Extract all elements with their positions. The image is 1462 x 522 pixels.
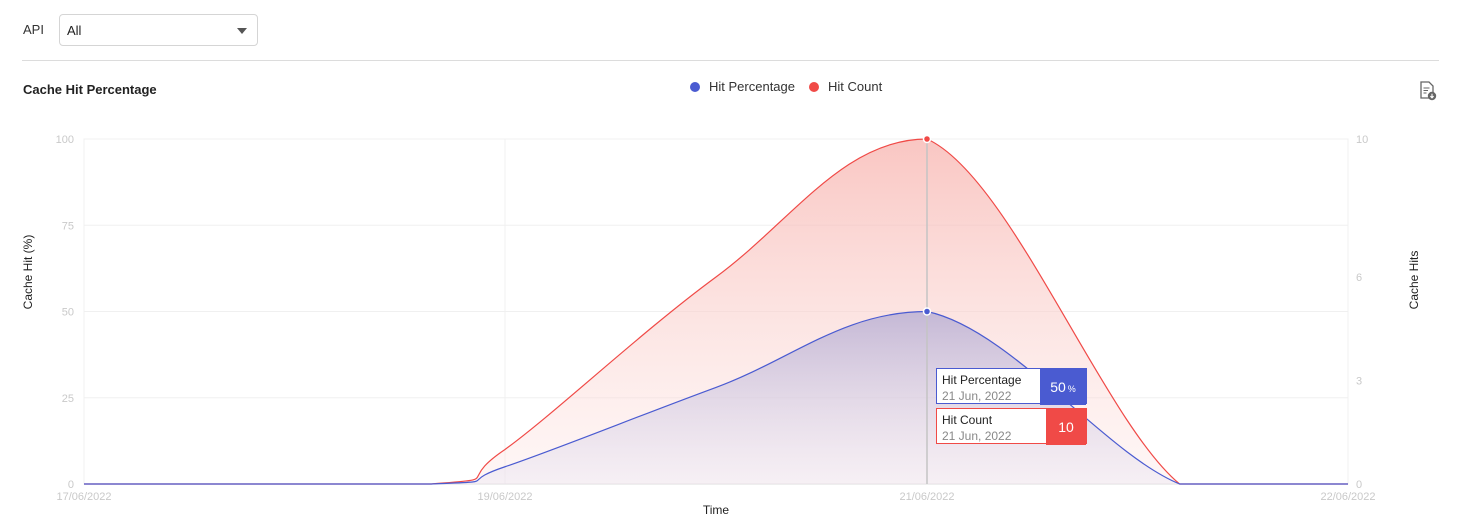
- x-tick-label: 17/06/2022: [56, 491, 111, 503]
- legend-item-hit-percentage[interactable]: Hit Percentage: [690, 79, 795, 94]
- y-axis-left-title: Cache Hit (%): [21, 235, 35, 310]
- y-left-tick-label: 25: [62, 393, 74, 405]
- y-left-tick-label: 50: [62, 307, 74, 319]
- tooltip-date: 21 Jun, 2022: [942, 429, 1012, 443]
- filter-bar: API All: [0, 0, 1462, 60]
- chart-title: Cache Hit Percentage: [23, 82, 157, 97]
- tooltip-value-box: 10: [1046, 409, 1086, 445]
- data-point-hit-percentage[interactable]: [922, 307, 932, 316]
- data-point-hit-count[interactable]: [922, 134, 932, 144]
- tooltip-series-name: Hit Count: [942, 413, 993, 427]
- legend-dot-hit-percentage: [690, 81, 700, 92]
- legend-dot-hit-count: [809, 81, 819, 92]
- x-tick-label: 21/06/2022: [899, 491, 954, 503]
- tooltip-unit: %: [1067, 383, 1076, 394]
- y-right-tick-label: 3: [1356, 376, 1362, 388]
- tooltip-hit-percentage: Hit Percentage 21 Jun, 2022 50%: [936, 368, 1087, 405]
- tooltip-value: 10: [1058, 419, 1074, 435]
- y-right-tick-label: 10: [1356, 134, 1368, 146]
- y-right-tick-label: 6: [1356, 272, 1362, 284]
- x-tick-label: 22/06/2022: [1320, 491, 1375, 503]
- data-markers: [922, 134, 932, 316]
- legend-item-hit-count[interactable]: Hit Count: [809, 79, 882, 94]
- y-left-tick-label: 0: [68, 479, 74, 491]
- tooltip-date: 21 Jun, 2022: [942, 389, 1012, 403]
- legend-label: Hit Percentage: [709, 79, 795, 94]
- tooltip-hit-count: Hit Count 21 Jun, 2022 10: [936, 408, 1087, 445]
- tooltip-value-box: 50%: [1040, 369, 1086, 405]
- export-report-icon[interactable]: [1417, 80, 1439, 102]
- axis-ticks: 0 25 50 75 100 0 3 6 10 17/06/2022 19/06/2022 21/06…: [56, 134, 1376, 503]
- chevron-down-icon: [237, 28, 247, 34]
- y-axis-right-title: Cache Hits: [1407, 251, 1421, 310]
- y-left-tick-label: 100: [56, 134, 74, 146]
- tooltip-value: 50: [1050, 379, 1066, 395]
- x-tick-label: 19/06/2022: [477, 491, 532, 503]
- tooltip-series-name: Hit Percentage: [942, 373, 1022, 387]
- y-right-tick-label: 0: [1356, 479, 1362, 491]
- api-filter-label: API: [23, 22, 44, 37]
- api-select[interactable]: All: [59, 14, 258, 46]
- x-axis-title: Time: [703, 503, 730, 517]
- chart-legend: Hit Percentage Hit Count: [690, 79, 882, 94]
- divider: [22, 60, 1439, 61]
- api-select-value: All: [67, 23, 82, 38]
- legend-label: Hit Count: [828, 79, 883, 94]
- series-line-hit-percentage: [83, 310, 1348, 485]
- y-left-tick-label: 75: [62, 220, 74, 232]
